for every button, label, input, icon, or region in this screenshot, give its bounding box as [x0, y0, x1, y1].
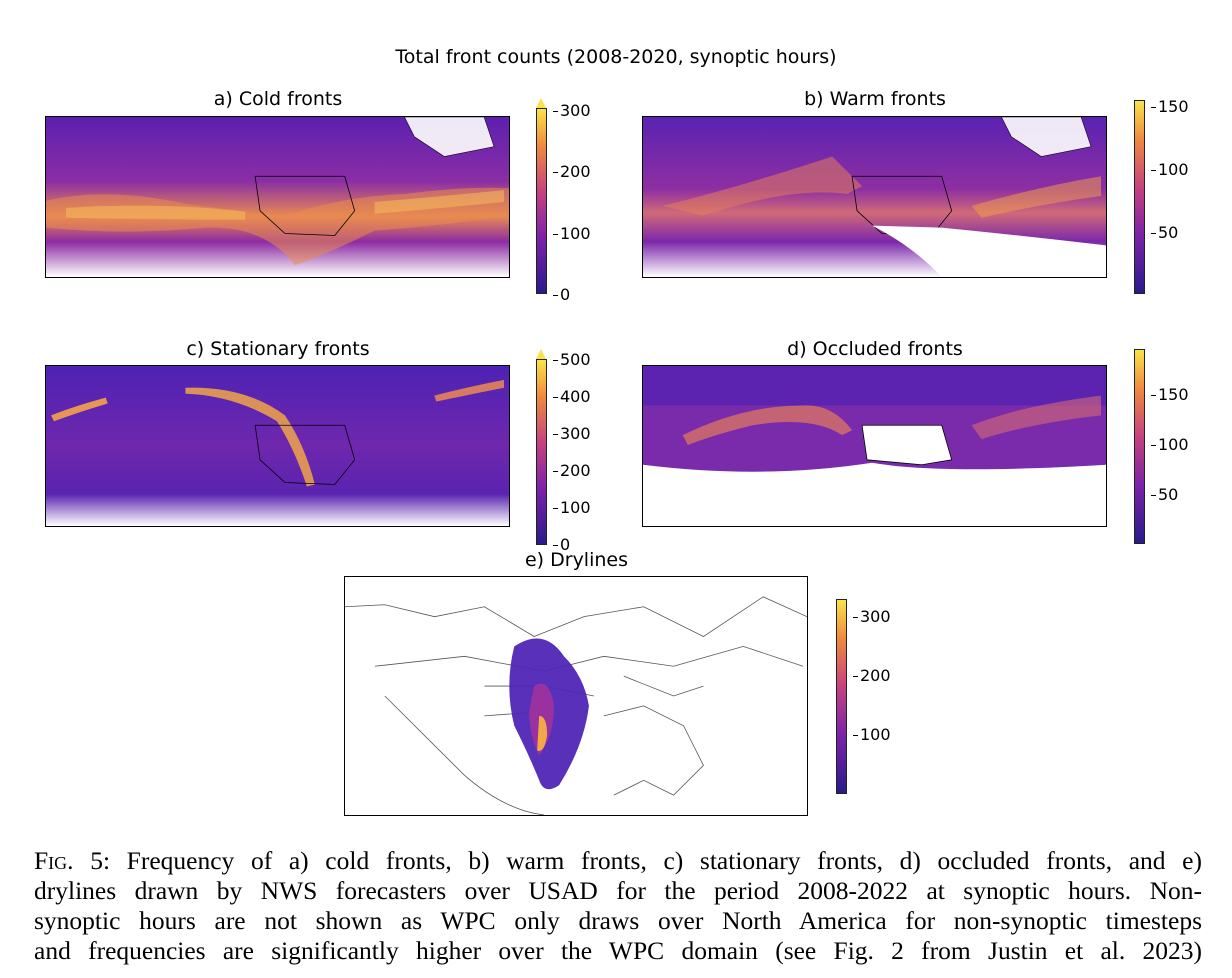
colorbar-tick: 300: [553, 101, 591, 120]
colorbar-tick: 500: [553, 350, 591, 369]
panel-title-drylines: e) Drylines: [524, 549, 628, 571]
colorbar-tick: 100: [1151, 435, 1189, 454]
colorbar-tick: 400: [553, 387, 591, 406]
colorbar-drylines: [836, 599, 847, 794]
colorbar-tick: 300: [553, 424, 591, 443]
colorbar-occluded-fronts: [1134, 349, 1145, 544]
colorbar-tick: 150: [1151, 97, 1189, 116]
colorbar-tick: 100: [553, 224, 591, 243]
colorbar-tick: 100: [853, 725, 891, 744]
map-drylines: [344, 576, 808, 816]
colorbar-tick: 100: [1151, 160, 1189, 179]
caption-line: and frequencies are significantly higher…: [34, 936, 1202, 965]
panel-title-occluded-fronts: d) Occluded fronts: [787, 338, 963, 360]
colorbar-tick: 50: [1150, 485, 1179, 504]
figure-caption: Fig. 5: Frequency of a) cold fronts, b) …: [34, 846, 1202, 966]
map-stationary-fronts: [45, 365, 510, 527]
heatmap-cold-fronts: [46, 117, 509, 277]
caption-line: synoptic hours are not shown as WPC only…: [34, 906, 1202, 935]
colorbar-tick: 200: [553, 162, 591, 181]
panel-title-warm-fronts: b) Warm fronts: [804, 88, 946, 110]
map-occluded-fronts: [642, 365, 1107, 527]
colorbar-tick: 0: [552, 535, 571, 554]
heatmap-stationary-fronts: [46, 366, 509, 526]
colorbar-extend-arrow: [536, 98, 546, 108]
heatmap-occluded-fronts: [643, 366, 1106, 526]
heatmap-warm-fronts: [643, 117, 1106, 277]
panel-title-cold-fronts: a) Cold fronts: [213, 88, 343, 110]
colorbar-tick: 200: [553, 461, 591, 480]
colorbar-warm-fronts: [1134, 100, 1145, 294]
map-cold-fronts: [45, 116, 510, 278]
colorbar-tick: 50: [1150, 223, 1179, 242]
colorbar-extend-arrow: [536, 349, 546, 359]
colorbar-tick: 100: [553, 498, 591, 517]
map-warm-fronts: [642, 116, 1107, 278]
caption-text: Frequency of a) cold fronts, b) warm fro…: [110, 846, 1202, 875]
caption-label: Fig. 5:: [34, 846, 111, 875]
figure-title: Total front counts (2008-2020, synoptic …: [395, 46, 837, 68]
colorbar-tick: 150: [1151, 385, 1189, 404]
colorbar-tick: 300: [853, 607, 891, 626]
panel-title-stationary-fronts: c) Stationary fronts: [186, 338, 370, 360]
colorbar-tick: 0: [552, 285, 571, 304]
heatmap-drylines: [345, 596, 807, 815]
caption-line: drylines drawn by NWS forecasters over U…: [34, 876, 1202, 905]
caption-line: Fig. 5: Frequency of a) cold fronts, b) …: [34, 846, 1202, 876]
colorbar-stationary-fronts: [536, 359, 547, 545]
colorbar-tick: 200: [853, 666, 891, 685]
colorbar-cold-fronts: [536, 108, 547, 294]
